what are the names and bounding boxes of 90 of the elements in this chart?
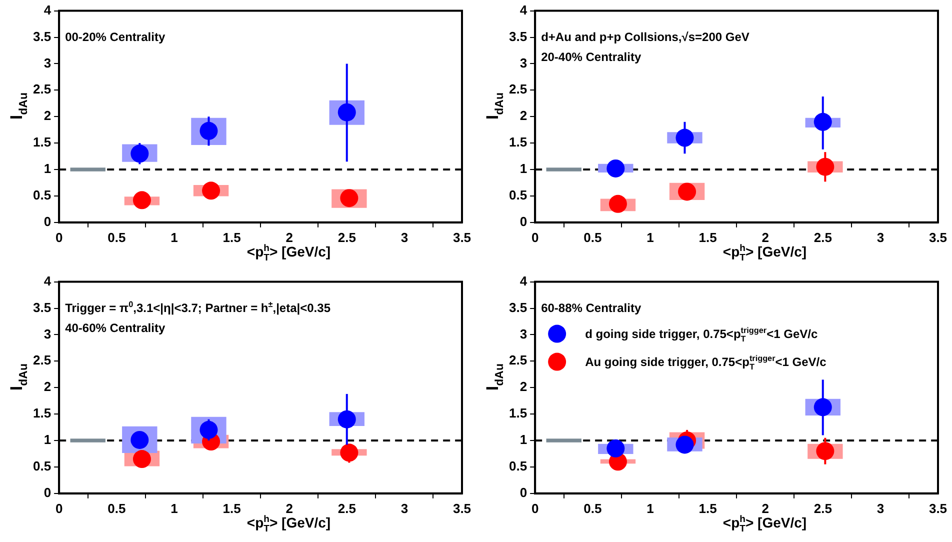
y-axis-title: IdAu [483, 92, 506, 120]
y-tick-label: 0 [44, 214, 52, 229]
y-tick-label: 4 [44, 273, 52, 288]
y-tick-label: 2 [44, 108, 52, 124]
x-tick-label: 3.5 [452, 230, 472, 245]
y-tick-label: 3 [44, 55, 52, 70]
x-tick-label: 0.5 [108, 500, 126, 516]
x-tick-label: 1 [646, 500, 654, 516]
y-tick-label: 0.5 [32, 188, 52, 203]
x-tick-label: 2 [286, 500, 293, 516]
x-tick-label: 2 [762, 230, 769, 245]
x-tick-label: 0 [531, 230, 539, 245]
point [132, 191, 151, 210]
point [606, 159, 625, 178]
y-tick-label: 2 [44, 379, 52, 394]
y-tick-label: 0 [520, 214, 528, 229]
y-tick-label: 3.5 [508, 300, 528, 315]
point [132, 450, 151, 468]
x-tick-label: 1.5 [222, 230, 241, 245]
y-axis-title: IdAu [7, 92, 30, 120]
bar [70, 168, 106, 172]
x-tick-label: 2.5 [338, 230, 356, 245]
y-tick-label: 1 [520, 432, 528, 448]
x-tick-label: 1 [170, 230, 178, 245]
y-tick-label: 3.5 [32, 300, 52, 315]
point [678, 182, 696, 201]
point [606, 439, 625, 458]
x-tick-label: 3 [400, 230, 408, 245]
x-tick-label: 2 [762, 500, 769, 516]
x-tick-label: 2.5 [814, 500, 832, 516]
x-tick-label: 2 [286, 230, 293, 245]
y-tick-label: 3.5 [508, 28, 528, 44]
y-tick-label: 0.5 [32, 458, 52, 474]
y-tick-label: 1 [520, 161, 528, 176]
x-tick-label: 0.5 [108, 230, 126, 245]
annotation: 40-60% Centrality [65, 320, 166, 335]
x-tick-label: 0 [55, 230, 63, 245]
x-tick-label: 1.5 [698, 230, 717, 245]
y-axis-title: IdAu [483, 363, 506, 391]
x-tick-label: 3.5 [452, 500, 472, 516]
x-tick-label: 3.5 [928, 230, 948, 245]
point [676, 436, 694, 454]
annotation: 00-20% Centrality [65, 30, 166, 44]
y-tick-label: 3 [520, 55, 528, 70]
x-tick-label: 0.5 [584, 230, 602, 245]
y-tick-label: 4 [520, 2, 528, 18]
y-tick-label: 3.5 [32, 28, 52, 44]
y-tick-label: 1.5 [32, 134, 52, 150]
x-tick-label: 0 [531, 500, 539, 516]
y-tick-label: 3 [44, 326, 52, 342]
y-tick-label: 1 [44, 161, 52, 176]
bar [546, 168, 582, 172]
point [202, 182, 220, 200]
y-tick-label: 4 [520, 273, 528, 288]
x-tick-label: 1 [170, 500, 178, 516]
y-tick-label: 1.5 [508, 406, 528, 421]
y-tick-label: 0 [520, 484, 528, 500]
annotation: 60-88% Centrality [541, 300, 642, 315]
y-tick-label: 1.5 [508, 134, 528, 150]
y-tick-label: 4 [44, 2, 52, 18]
y-tick-label: 2.5 [508, 352, 528, 368]
y-tick-label: 3 [520, 326, 528, 342]
x-tick-label: 3.5 [928, 500, 948, 516]
x-tick-label: 3 [876, 230, 884, 245]
y-tick-label: 1.5 [32, 406, 52, 421]
x-tick-label: 1.5 [698, 500, 717, 516]
x-tick-label: 1 [646, 230, 654, 245]
x-tick-label: 3 [876, 500, 884, 516]
bar [70, 438, 106, 442]
point [608, 194, 627, 213]
x-tick-label: 0.5 [584, 500, 602, 516]
y-tick-label: 2.5 [32, 82, 52, 97]
x-tick-label: 0 [55, 500, 63, 516]
y-tick-label: 2 [520, 108, 528, 124]
y-tick-label: 1 [44, 432, 52, 448]
x-tick-label: 2.5 [338, 500, 356, 516]
annotation: d+Au and p+p Collsions,√s=200 GeV [541, 30, 750, 44]
bar [546, 438, 582, 442]
x-tick-label: 3 [400, 500, 408, 516]
y-tick-label: 0.5 [508, 188, 528, 203]
y-tick-label: 2.5 [32, 352, 52, 368]
x-tick-label: 2.5 [814, 230, 832, 245]
y-tick-label: 2 [520, 379, 528, 394]
x-tick-label: 1.5 [222, 500, 241, 516]
y-tick-label: 2.5 [508, 82, 528, 97]
y-tick-label: 0 [44, 484, 52, 500]
y-axis-title: IdAu [7, 363, 30, 391]
y-tick-label: 0.5 [508, 458, 528, 474]
annotation: 20-40% Centrality [541, 50, 642, 64]
point [340, 444, 358, 462]
